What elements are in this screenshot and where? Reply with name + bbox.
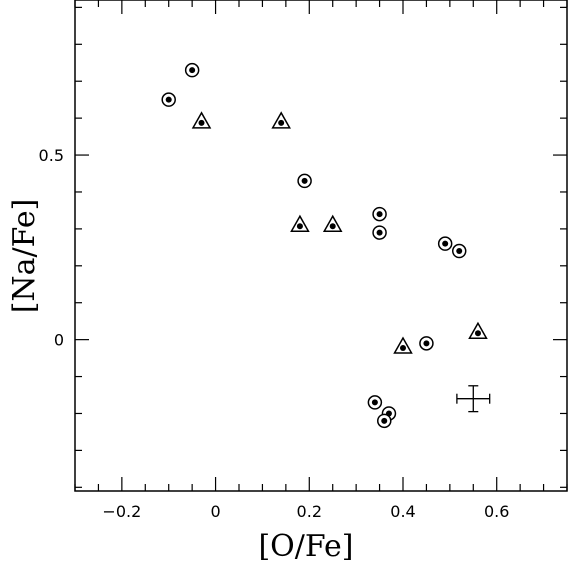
triangle-dot-marker (191, 111, 212, 129)
marker-dot (371, 399, 378, 406)
x-tick-label: 0.6 (484, 502, 509, 521)
marker-dot (400, 345, 406, 352)
marker-dot (423, 340, 430, 347)
marker-dot (442, 240, 449, 247)
marker-dot (165, 96, 172, 103)
marker-dot (278, 119, 285, 126)
marker-dot (301, 177, 308, 184)
marker-dot (189, 67, 196, 74)
x-tick-label: 0.2 (297, 502, 322, 521)
data-points (161, 62, 488, 429)
marker-dot (381, 417, 388, 424)
circle-dot-marker (437, 236, 453, 251)
circle-dot-marker (419, 336, 434, 351)
triangle-dot-marker (271, 111, 291, 129)
circle-dot-marker (377, 413, 392, 429)
y-tick-label: 0 (54, 331, 64, 350)
triangle-dot-marker (393, 336, 413, 354)
triangle-dot-marker (290, 214, 310, 232)
circle-dot-marker (297, 173, 312, 189)
circle-dot-marker (372, 206, 387, 222)
marker-dot (329, 223, 336, 230)
marker-dot (376, 211, 383, 218)
circle-dot-marker (184, 62, 200, 78)
y-axis-title: [Na/Fe] (7, 199, 42, 314)
marker-dot (456, 248, 463, 255)
triangle-dot-marker (468, 321, 488, 340)
marker-dot (296, 223, 303, 230)
circle-dot-marker (367, 395, 383, 410)
marker-dot (376, 229, 383, 236)
circle-dot-marker (161, 92, 176, 107)
plot-frame (74, 0, 568, 492)
tick-marks (74, 0, 568, 491)
triangle-dot-marker (322, 214, 343, 232)
x-tick-label: 0.4 (390, 502, 415, 521)
circle-dot-marker (451, 243, 467, 259)
marker-dot (198, 119, 205, 126)
x-axis-title: [O/Fe] (258, 529, 353, 564)
x-tick-label: −0.2 (102, 502, 141, 521)
marker-dot (474, 330, 481, 337)
circle-dot-marker (372, 225, 387, 240)
x-tick-label: 0 (210, 502, 220, 521)
tick-labels: −0.2 0 0.2 0.4 0.6 0 0.5 (39, 146, 510, 521)
error-bar (456, 385, 491, 413)
y-tick-label: 0.5 (39, 146, 64, 165)
